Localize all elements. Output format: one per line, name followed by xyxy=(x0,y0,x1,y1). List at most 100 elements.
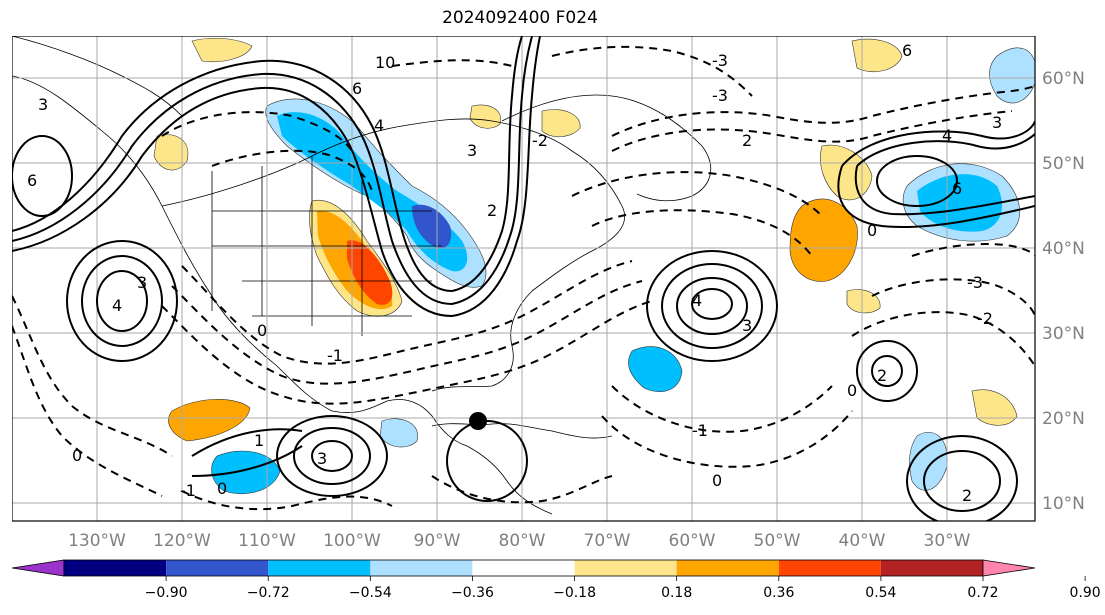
colorbar-segment xyxy=(472,560,575,576)
positive-contour xyxy=(12,135,73,217)
contour-label: 0 xyxy=(847,381,857,400)
negative-anomaly-region xyxy=(628,346,683,392)
colorbar-tick-label: −0.36 xyxy=(451,585,494,601)
colorbar-segment xyxy=(268,560,371,576)
colorbar-tick-label: −0.90 xyxy=(145,585,188,601)
positive-contour xyxy=(81,255,163,347)
lat-label: 30°N xyxy=(1042,324,1085,344)
contour-label: 3 xyxy=(137,273,147,292)
lon-label: 100°W xyxy=(323,531,381,551)
latitude-labels: 60°N 50°N 40°N 30°N 20°N 10°N xyxy=(1042,69,1085,514)
contour-label: 3 xyxy=(467,141,477,160)
contour-label: -3 xyxy=(712,86,728,105)
contour-label: 6 xyxy=(902,41,912,60)
contour-label: -1 xyxy=(327,346,343,365)
lat-label: 40°N xyxy=(1042,239,1085,259)
contour-label: 4 xyxy=(942,126,952,145)
positive-contour xyxy=(293,427,371,485)
positive-contour xyxy=(311,440,353,472)
lon-label: 50°W xyxy=(754,531,801,551)
positive-contour xyxy=(676,277,748,335)
negative-contour xyxy=(551,45,753,97)
contour-label: 3 xyxy=(38,95,48,114)
colorbar-segments xyxy=(11,559,1036,577)
positive-contour xyxy=(191,428,303,477)
contour-label: -2 xyxy=(532,131,548,150)
negative-contour xyxy=(611,110,1013,152)
map-frame xyxy=(12,36,1036,522)
positive-contour xyxy=(12,36,541,318)
colorbar-extend-low xyxy=(11,559,65,577)
contour-label: -2 xyxy=(977,309,993,328)
negative-contour xyxy=(161,111,353,152)
positive-contour xyxy=(876,155,958,207)
negative-contour xyxy=(181,260,633,365)
colorbar-tick-label: 0.90 xyxy=(1070,585,1101,601)
lon-label: 60°W xyxy=(669,531,716,551)
lat-label: 20°N xyxy=(1042,409,1085,429)
contour-label: 2 xyxy=(877,366,887,385)
positive-contour xyxy=(276,415,388,497)
colorbar-extend-high xyxy=(982,559,1036,577)
negative-contour xyxy=(611,85,1035,137)
shaded-anomaly-layer xyxy=(153,37,1035,494)
positive-contour xyxy=(96,270,148,332)
contour-label: 6 xyxy=(352,79,362,98)
contour-label: 1 xyxy=(254,431,264,450)
positive-contour xyxy=(12,36,533,306)
contour-label: 2 xyxy=(962,486,972,505)
colorbar-segment xyxy=(574,560,677,576)
contour-label: -1 xyxy=(692,421,708,440)
positive-contour xyxy=(856,340,918,402)
contour-label: 2 xyxy=(487,201,497,220)
colorbar-segment xyxy=(676,560,779,576)
positive-contour xyxy=(12,36,523,293)
colorbar-tick-label: 0.72 xyxy=(967,585,998,601)
negative-contour xyxy=(611,385,833,433)
lat-label: 60°N xyxy=(1042,69,1085,89)
negative-contour xyxy=(851,311,1035,367)
positive-contour xyxy=(837,120,1035,228)
contour-label: -3 xyxy=(967,273,983,292)
lon-label: 90°W xyxy=(414,531,461,551)
positive-contour xyxy=(923,450,1001,512)
strong-negative-anomaly-region xyxy=(412,204,452,249)
contour-label: 6 xyxy=(952,179,962,198)
contour-label: 0 xyxy=(72,446,82,465)
colorbar-tick-label: 0.54 xyxy=(865,585,896,601)
positive-contour xyxy=(646,250,778,362)
lon-label: 110°W xyxy=(238,531,296,551)
contour-label: 0 xyxy=(257,321,267,340)
negative-contour xyxy=(601,410,853,468)
negative-contour xyxy=(161,300,653,405)
lon-label: 70°W xyxy=(584,531,631,551)
contour-label: -1 xyxy=(180,481,196,500)
colorbar-segment xyxy=(880,560,983,576)
positive-contour xyxy=(66,240,178,362)
contour-label: 0 xyxy=(867,221,877,240)
positive-contour xyxy=(691,288,733,320)
contour-label-layer: 10 6 4 3 2 3 6 4 3 4 3 2 6 4 3 6 0 -3 -2… xyxy=(27,41,1002,505)
positive-anomaly-region xyxy=(191,37,253,63)
lon-label: 120°W xyxy=(153,531,211,551)
solid-contour-layer xyxy=(12,36,1035,521)
state-border xyxy=(211,156,442,336)
lon-label: 40°W xyxy=(839,531,886,551)
colorbar-tick-label: −0.72 xyxy=(247,585,290,601)
negative-anomaly-region xyxy=(379,418,419,448)
negative-contour xyxy=(431,475,613,504)
contour-label: 3 xyxy=(317,449,327,468)
negative-contour xyxy=(12,295,173,457)
coastline xyxy=(12,36,183,117)
contour-label: 3 xyxy=(992,113,1002,132)
negative-contour xyxy=(171,280,643,385)
positive-contour xyxy=(906,435,1018,521)
coastline xyxy=(501,94,711,202)
lat-label: 10°N xyxy=(1042,494,1085,514)
contour-label: 6 xyxy=(27,171,37,190)
lat-label: 50°N xyxy=(1042,154,1085,174)
negative-contour xyxy=(591,209,813,257)
contour-label: 10 xyxy=(375,53,395,72)
coastline-layer xyxy=(12,36,711,515)
negative-anomaly-region xyxy=(989,47,1035,104)
